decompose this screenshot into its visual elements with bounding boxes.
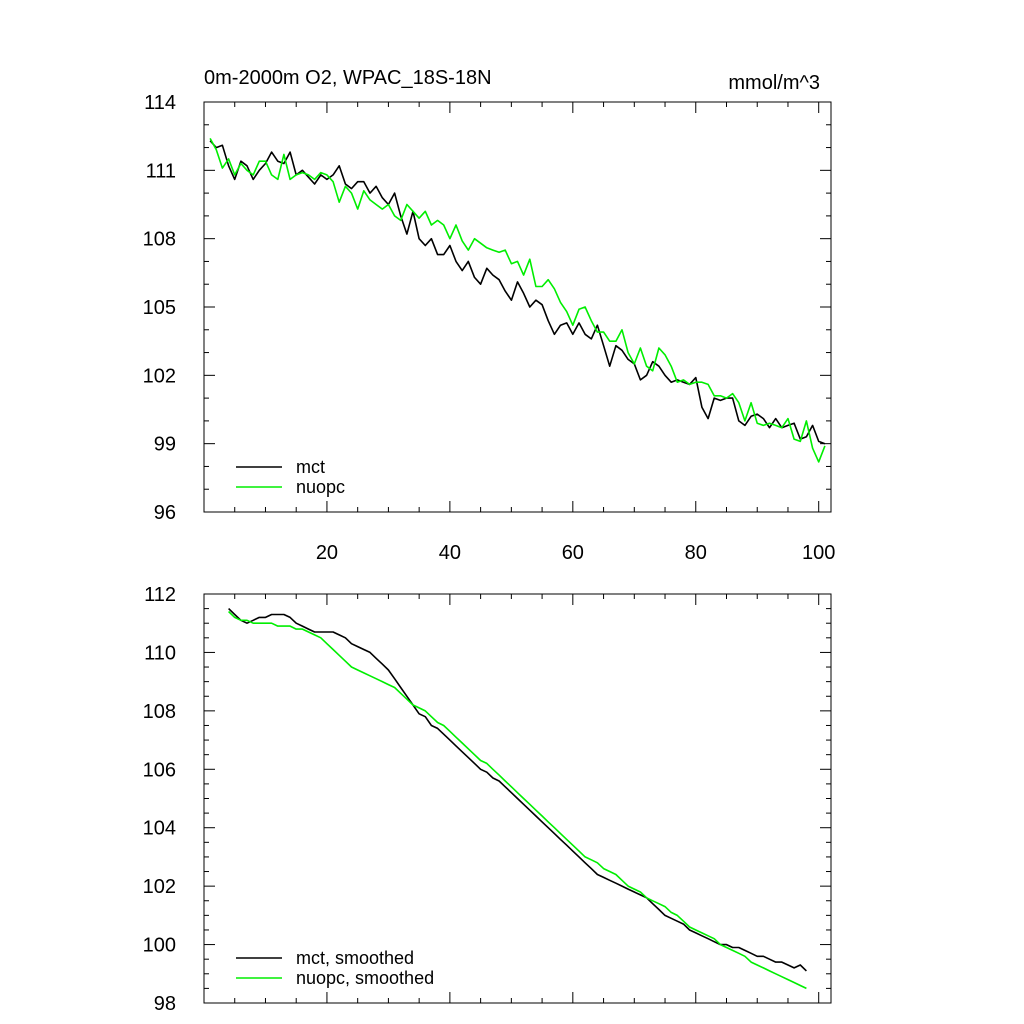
- bottom-y-tick-label: 100: [143, 935, 176, 957]
- bottom-y-tick-label: 108: [143, 701, 176, 723]
- top-series-line-nuopc: [209, 138, 826, 463]
- top-legend-label: nuopc: [296, 477, 345, 497]
- top-x-tick-label: 40: [439, 542, 461, 564]
- top-x-tick-label: 100: [802, 542, 835, 564]
- bottom-y-tick-label: 110: [144, 642, 176, 664]
- units-label: mmol/m^3: [728, 72, 820, 94]
- bottom-y-tick-label: 102: [143, 876, 176, 898]
- top-y-tick-label: 111: [146, 160, 176, 182]
- top-series-line-mct: [209, 140, 826, 445]
- top-y-tick-label: 99: [154, 434, 176, 456]
- top-y-tick-label: 102: [143, 365, 176, 387]
- bottom-series-line-mct-smoothed: [228, 608, 807, 972]
- top-y-tick-label: 96: [154, 502, 176, 524]
- top-x-tick-label: 80: [685, 542, 707, 564]
- top-y-tick-label: 114: [144, 92, 176, 114]
- top-y-tick-label: 108: [143, 229, 176, 251]
- bottom-y-tick-label: 98: [154, 993, 176, 1015]
- top-x-tick-label: 60: [562, 542, 584, 564]
- bottom-series-line-nuopc-smoothed: [228, 610, 807, 990]
- bottom-legend-label: mct, smoothed: [296, 948, 414, 968]
- bottom-y-tick-label: 104: [143, 818, 176, 840]
- top-y-tick-label: 105: [143, 297, 176, 319]
- top-x-tick-label: 20: [316, 542, 338, 564]
- bottom-legend-label: nuopc, smoothed: [296, 968, 434, 988]
- bottom-y-tick-label: 112: [144, 584, 176, 606]
- top-legend-label: mct: [296, 457, 325, 477]
- bottom-y-tick-label: 106: [143, 759, 176, 781]
- chart-title: 0m-2000m O2, WPAC_18S-18N: [204, 67, 492, 89]
- bottom-plot-panel: 98 100 102 104 106 108 110 112 mct, smoothednuop…: [143, 584, 832, 1015]
